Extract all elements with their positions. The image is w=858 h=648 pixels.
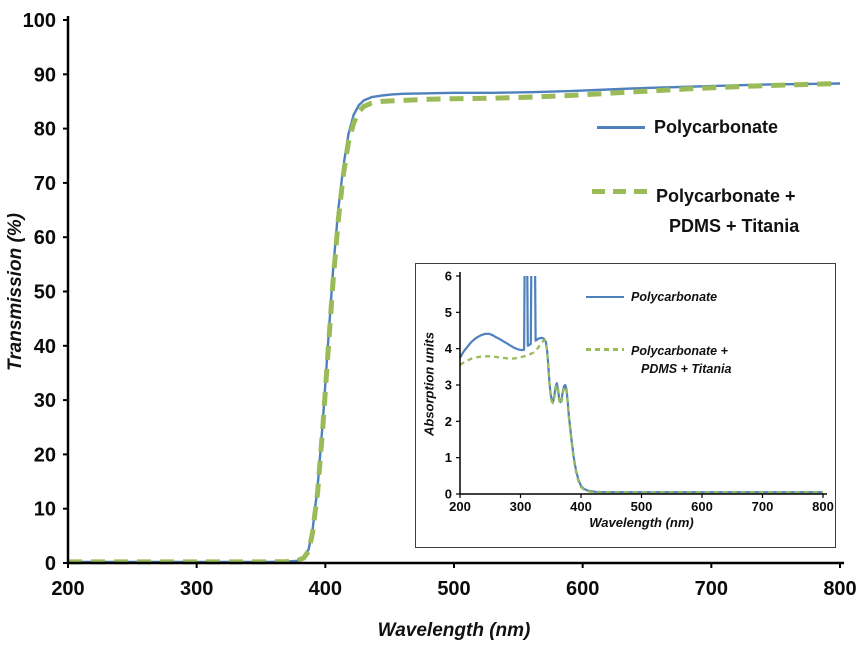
- main-x-tick-label: 500: [437, 578, 470, 600]
- main-y-tick-label: 70: [34, 173, 56, 195]
- main-y-tick-label: 50: [34, 282, 56, 304]
- main-legend-label-composite-line1: Polycarbonate +: [656, 186, 796, 206]
- inset-y-tick-label: 1: [445, 450, 452, 465]
- series-polycarbonate-pdms-titania-absorption: [459, 338, 823, 494]
- main-y-tick-label: 30: [34, 390, 56, 412]
- series-polycarbonate: [68, 82, 841, 564]
- main-legend-label-polycarbonate: Polycarbonate: [654, 117, 779, 137]
- inset-x-tick-label: 700: [752, 499, 774, 514]
- axes-inset: [459, 272, 827, 495]
- inset-y-axis-label: Absorption units: [421, 332, 437, 436]
- inset-legend-label-composite: Polycarbonate + PDMS + Titania: [631, 342, 731, 378]
- main-y-tick-label: 100: [23, 10, 56, 32]
- blue-line-sample: [597, 126, 645, 129]
- green-dashed-line-sample: [592, 189, 647, 194]
- inset-y-tick-label: 0: [445, 487, 452, 502]
- inset-legend-entry-composite: Polycarbonate + PDMS + Titania: [586, 342, 731, 378]
- inset-y-tick-label: 5: [445, 305, 452, 320]
- inset-green-dashed-line-sample: [586, 348, 624, 351]
- inset-chart-panel: 200 300 400 500 600 700 800 0 1 2 3 4 5 6 Absorption …: [415, 263, 836, 548]
- main-y-tick-label: 0: [45, 553, 56, 575]
- inset-blue-line-sample: [586, 295, 624, 299]
- main-legend-entry-polycarbonate: Polycarbonate: [597, 117, 778, 138]
- main-legend-label-composite: Polycarbonate + PDMS + Titania: [656, 182, 799, 241]
- inset-x-tick-label: 300: [510, 499, 532, 514]
- inset-x-tick-label: 400: [570, 499, 592, 514]
- main-x-tick-label: 400: [309, 578, 342, 600]
- inset-x-tick-label: 500: [631, 499, 653, 514]
- inset-legend-entry-polycarbonate: Polycarbonate: [586, 290, 717, 304]
- inset-legend-label-composite-line2: PDMS + Titania: [641, 362, 732, 377]
- main-legend-label-composite-line2: PDMS + Titania: [669, 215, 800, 236]
- main-x-tick-label: 200: [51, 578, 84, 600]
- series-polycarbonate-pdms-titania: [68, 81, 841, 565]
- inset-x-tick-label: 800: [812, 499, 834, 514]
- main-x-tick-label: 300: [180, 578, 213, 600]
- inset-legend-label-composite-line1: Polycarbonate +: [631, 344, 728, 358]
- inset-x-tick-label: 600: [691, 499, 713, 514]
- main-y-tick-label: 90: [34, 64, 56, 86]
- main-y-tick-label: 20: [34, 444, 56, 466]
- main-x-tick-label: 800: [823, 578, 856, 600]
- main-x-axis-label: Wavelength (nm): [377, 620, 531, 641]
- main-y-axis-label: Transmission (%): [5, 212, 26, 372]
- main-legend-entry-composite: Polycarbonate + PDMS + Titania: [592, 182, 799, 241]
- inset-x-tick-label: 200: [449, 499, 471, 514]
- inset-legend-label-polycarbonate: Polycarbonate: [631, 290, 718, 304]
- main-y-tick-label: 80: [34, 119, 56, 141]
- main-y-tick-label: 60: [34, 227, 56, 249]
- main-y-tick-label: 10: [34, 499, 56, 521]
- main-x-tick-label: 600: [566, 578, 599, 600]
- inset-chart: 200 300 400 500 600 700 800 0 1 2 3 4 5 6: [445, 269, 834, 514]
- inset-y-tick-label: 4: [445, 341, 453, 356]
- inset-y-tick-label: 3: [445, 378, 452, 393]
- inset-x-axis-label: Wavelength (nm): [589, 515, 694, 530]
- main-x-tick-label: 700: [695, 578, 728, 600]
- inset-y-tick-label: 2: [445, 414, 452, 429]
- inset-y-tick-label: 6: [445, 269, 452, 284]
- main-y-tick-label: 40: [34, 336, 56, 358]
